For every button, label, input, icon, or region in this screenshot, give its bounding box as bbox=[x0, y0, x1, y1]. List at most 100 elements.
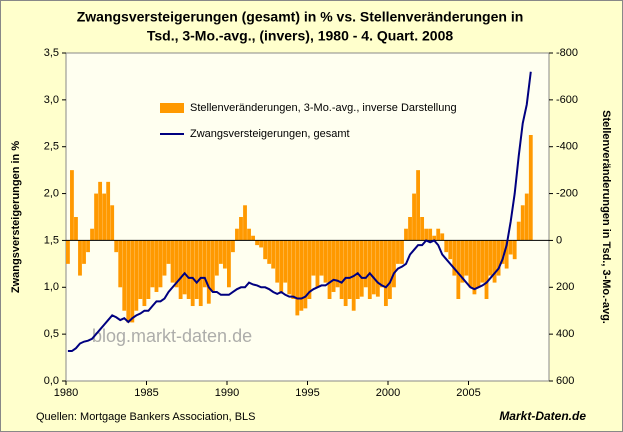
bar bbox=[496, 240, 501, 276]
x-tick-label: 1995 bbox=[295, 387, 319, 399]
legend-swatch bbox=[160, 103, 184, 113]
y2-tick-label: -400 bbox=[556, 141, 578, 153]
bar bbox=[404, 228, 408, 241]
bar bbox=[146, 240, 151, 299]
bar bbox=[331, 240, 336, 292]
bar bbox=[456, 240, 461, 299]
x-tick-label: 1980 bbox=[54, 387, 78, 399]
bar bbox=[400, 240, 404, 264]
bar bbox=[408, 217, 412, 241]
bar bbox=[488, 240, 493, 276]
bar bbox=[388, 240, 392, 299]
bar bbox=[247, 228, 251, 241]
bar bbox=[114, 240, 119, 253]
bar bbox=[327, 240, 332, 299]
bar bbox=[528, 135, 533, 241]
bar bbox=[500, 240, 505, 264]
bar bbox=[94, 193, 98, 241]
plot-area bbox=[65, 52, 550, 382]
y-tick-label: 0,0 bbox=[44, 375, 59, 387]
bar bbox=[202, 240, 207, 288]
bar bbox=[110, 205, 115, 241]
bar bbox=[154, 240, 159, 292]
x-tick-label: 1990 bbox=[215, 387, 239, 399]
bar bbox=[259, 240, 264, 248]
bar bbox=[279, 240, 284, 292]
bar bbox=[271, 240, 276, 269]
bar bbox=[106, 181, 111, 241]
bar bbox=[243, 205, 247, 241]
y2-tick-label: -800 bbox=[556, 47, 578, 59]
x-tick-label: 2005 bbox=[456, 387, 480, 399]
bar bbox=[78, 240, 82, 276]
legend-label: Zwangsversteigerungen, gesamt bbox=[190, 128, 350, 140]
bar bbox=[150, 240, 155, 288]
bar bbox=[158, 240, 163, 288]
bar bbox=[122, 240, 127, 311]
bar bbox=[383, 240, 388, 307]
legend-label: Stellenveränderungen, 3-Mo.-avg., invers… bbox=[190, 102, 457, 114]
bar bbox=[319, 240, 324, 276]
bar bbox=[416, 170, 420, 241]
y-tick-label: 2,0 bbox=[44, 187, 59, 199]
bar bbox=[255, 240, 259, 246]
bar bbox=[412, 193, 416, 241]
bar bbox=[355, 240, 360, 299]
bar bbox=[432, 235, 437, 241]
bar bbox=[86, 240, 90, 253]
bar bbox=[315, 240, 320, 288]
bar bbox=[166, 240, 171, 264]
x-tick-label: 2000 bbox=[376, 387, 400, 399]
bar bbox=[444, 240, 449, 253]
bar bbox=[134, 240, 139, 311]
bar bbox=[170, 240, 175, 283]
bar bbox=[504, 240, 509, 269]
bar bbox=[194, 240, 199, 299]
y-tick-label: 1,0 bbox=[44, 281, 59, 293]
bar bbox=[516, 221, 521, 241]
bar bbox=[520, 205, 525, 241]
bar bbox=[343, 240, 348, 307]
bar bbox=[363, 240, 368, 288]
bar bbox=[460, 240, 465, 283]
bar bbox=[512, 240, 517, 260]
y2-axis-label: Stellenveränderungen in Tsd., 3-Mo.-avg. bbox=[600, 110, 612, 324]
bar bbox=[251, 235, 255, 241]
bar bbox=[218, 240, 223, 264]
bar bbox=[464, 240, 469, 276]
bar bbox=[70, 170, 74, 241]
brand: Markt-Daten.de bbox=[499, 409, 586, 423]
bar bbox=[396, 240, 400, 264]
y2-tick-label: 0 bbox=[556, 234, 562, 246]
bar bbox=[74, 217, 78, 241]
bar bbox=[210, 240, 215, 292]
bar bbox=[295, 240, 300, 316]
chart-title: Zwangsversteigerungen (gesamt) in % vs. … bbox=[77, 9, 524, 25]
y-tick-label: 3,5 bbox=[44, 47, 59, 59]
bar bbox=[492, 240, 497, 283]
bar bbox=[428, 228, 433, 241]
bar bbox=[130, 240, 135, 323]
watermark: blog.markt-daten.de bbox=[92, 326, 252, 346]
chart-title: Tsd., 3-Mo.-avg., (invers), 1980 - 4. Qu… bbox=[147, 28, 454, 44]
line bbox=[67, 71, 532, 353]
bar bbox=[178, 240, 183, 299]
y2-tick-label: 600 bbox=[556, 375, 574, 387]
bar bbox=[222, 240, 227, 269]
x-tick-label: 1985 bbox=[134, 387, 158, 399]
bar bbox=[472, 240, 477, 295]
bar bbox=[142, 240, 147, 307]
bar bbox=[126, 240, 131, 323]
bar bbox=[347, 240, 352, 299]
bar bbox=[182, 240, 187, 295]
bar bbox=[291, 240, 296, 299]
bar bbox=[379, 240, 384, 288]
bar bbox=[452, 240, 457, 276]
bar bbox=[484, 240, 489, 299]
bar bbox=[392, 240, 396, 288]
y-axis-label: Zwangsversteigerungen in % bbox=[10, 141, 22, 293]
y-tick-label: 3,0 bbox=[44, 94, 59, 106]
bar bbox=[102, 193, 107, 241]
bar bbox=[227, 240, 231, 288]
